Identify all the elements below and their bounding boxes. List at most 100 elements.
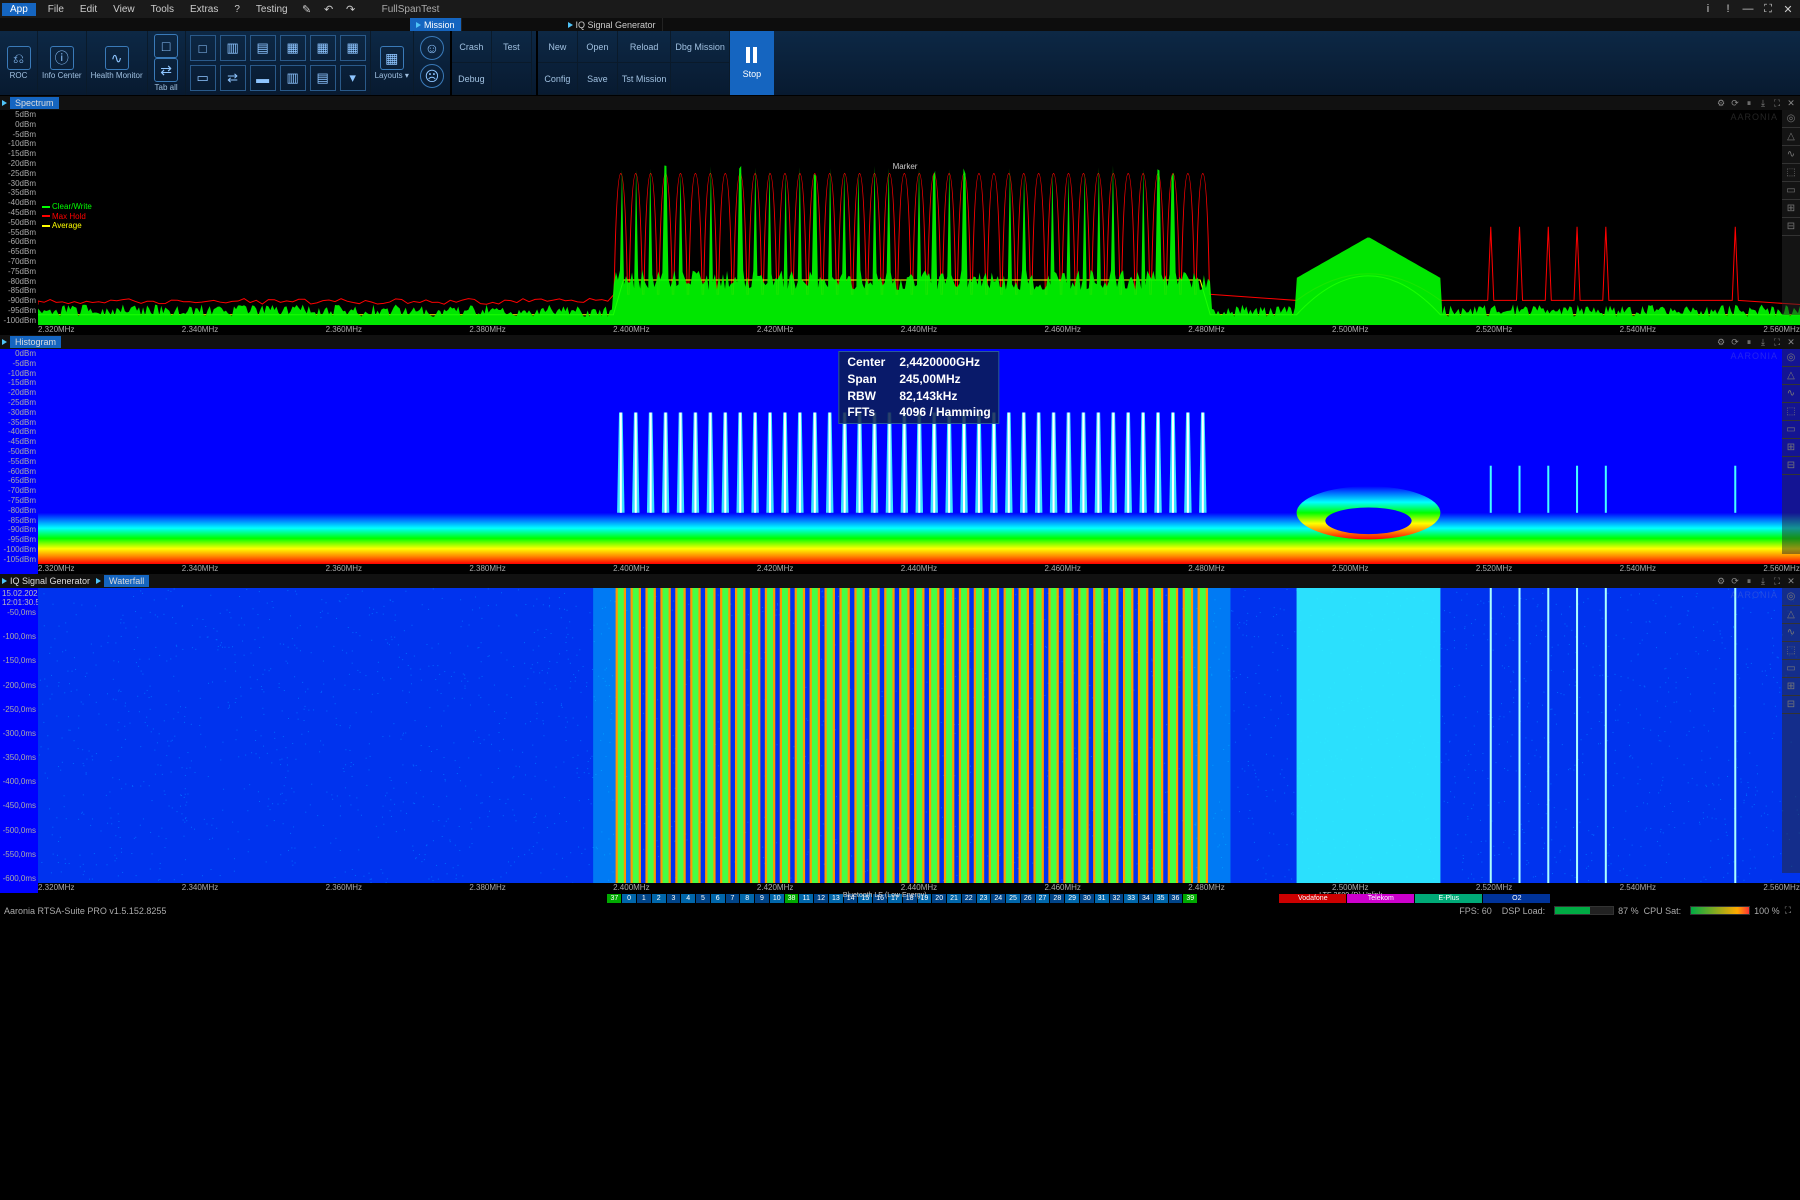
panel-ctrl-2[interactable]: ⏸	[1743, 336, 1755, 348]
panel-ctrl-5[interactable]: ✕	[1785, 97, 1797, 109]
panel-ctrl-4[interactable]: ⛶	[1771, 336, 1783, 348]
layout-btn[interactable]: ▦	[310, 35, 336, 61]
maximize-icon[interactable]: ⛶	[1760, 1, 1776, 17]
tab-waterfall[interactable]: Waterfall	[104, 575, 149, 587]
watermark: AARONIA	[1730, 351, 1778, 361]
btn-new[interactable]: New	[538, 31, 578, 63]
layout-btn[interactable]: ▥	[220, 35, 246, 61]
network-icon: ⎌	[7, 46, 31, 70]
layout-btn[interactable]: ⇄	[220, 65, 246, 91]
panel-ctrl-5[interactable]: ✕	[1785, 336, 1797, 348]
btn-config[interactable]: Config	[538, 63, 578, 95]
info-icon[interactable]: i	[1700, 1, 1716, 17]
waterfall-plot[interactable]: AARONIA ◎△∿⬚▭⊞⊟	[38, 588, 1800, 883]
tab-iq-gen[interactable]: IQ Signal Generator	[10, 576, 90, 586]
btn-save[interactable]: Save	[578, 63, 618, 95]
pause-icon	[744, 47, 760, 63]
statusbar: Aaronia RTSA-Suite PRO v1.5.152.8255 FPS…	[0, 903, 1800, 918]
panel-ctrl-0[interactable]: ⚙	[1715, 97, 1727, 109]
arrows-icon: ⇄	[154, 58, 178, 82]
band-allocation-bar: 3701234567891038111213141516171819202122…	[0, 893, 1800, 903]
spectrum-yaxis: 5dBm0dBm-5dBm-10dBm-15dBm-20dBm-25dBm-30…	[0, 110, 38, 325]
spectrum-plot[interactable]: Marker AARONIA ◎△∿⬚▭⊞⊟	[38, 110, 1800, 325]
layout-btn[interactable]: ▥	[280, 65, 306, 91]
tb-health-monitor[interactable]: ∿Health Monitor	[87, 31, 148, 95]
project-name: FullSpanTest	[382, 4, 440, 15]
panel-ctrl-1[interactable]: ⟳	[1729, 575, 1741, 587]
menu-help[interactable]: ?	[226, 3, 248, 16]
close-icon[interactable]: ✕	[1780, 1, 1796, 17]
btn-tst-mission[interactable]: Tst Mission	[618, 63, 672, 95]
panel-ctrl-1[interactable]: ⟳	[1729, 336, 1741, 348]
btn-debug[interactable]: Debug	[452, 63, 492, 95]
spectrum-side-tools: ◎△∿⬚▭⊞⊟	[1782, 110, 1800, 315]
histogram-side-tools: ◎△∿⬚▭⊞⊟	[1782, 349, 1800, 554]
app-menu-button[interactable]: App	[2, 3, 36, 16]
btn-test[interactable]: Test	[492, 31, 532, 63]
tb-info-center[interactable]: ⓘInfo Center	[38, 31, 87, 95]
menu-view[interactable]: View	[105, 3, 143, 16]
menu-file[interactable]: File	[40, 3, 72, 16]
tb-col-crash: CrashDebug	[452, 31, 492, 95]
undo-icon[interactable]: ↶	[321, 1, 337, 17]
btn-dbg-mission[interactable]: Dbg Mission	[671, 31, 730, 63]
panel-ctrl-2[interactable]: ⏸	[1743, 97, 1755, 109]
histogram-header: Histogram ⚙⟳⏸⤓⛶✕	[0, 335, 1800, 349]
tb-col-new: NewConfig	[538, 31, 578, 95]
layout-btn[interactable]: ▬	[250, 65, 276, 91]
layout-btn[interactable]: ▤	[250, 35, 276, 61]
histogram-title[interactable]: Histogram	[10, 336, 61, 348]
spectrum-panel[interactable]: 5dBm0dBm-5dBm-10dBm-15dBm-20dBm-25dBm-30…	[0, 110, 1800, 335]
histogram-panel[interactable]: 0dBm-5dBm-10dBm-15dBm-20dBm-25dBm-30dBm-…	[0, 349, 1800, 574]
redo-icon[interactable]: ↷	[343, 1, 359, 17]
tab-mission[interactable]: Mission	[410, 18, 462, 31]
btn-open[interactable]: Open	[578, 31, 618, 63]
btn-crash[interactable]: Crash	[452, 31, 492, 63]
menu-testing[interactable]: Testing	[248, 3, 296, 16]
dsp-meter	[1554, 906, 1614, 915]
tb-roc[interactable]: ⎌ROC	[0, 31, 38, 95]
panel-ctrl-0[interactable]: ⚙	[1715, 575, 1727, 587]
menu-tools[interactable]: Tools	[143, 3, 182, 16]
panel-ctrl-3[interactable]: ⤓	[1757, 575, 1769, 587]
waterfall-panel[interactable]: 15.02.202112:01:30.578 -50,0ms-100,0ms-1…	[0, 588, 1800, 893]
tb-layouts[interactable]: ▦ Layouts ▾	[371, 31, 414, 95]
spectrum-title[interactable]: Spectrum	[10, 97, 59, 109]
expand-icon[interactable]: ⛶	[1781, 905, 1795, 916]
btn-reload[interactable]: Reload	[618, 31, 672, 63]
minimize-icon[interactable]: —	[1740, 1, 1756, 17]
panel-ctrl-1[interactable]: ⟳	[1729, 97, 1741, 109]
layout-btn[interactable]: ▭	[190, 65, 216, 91]
layout-btn[interactable]: □	[190, 35, 216, 61]
btn-stop[interactable]: Stop	[730, 31, 774, 95]
histogram-yaxis: 0dBm-5dBm-10dBm-15dBm-20dBm-25dBm-30dBm-…	[0, 349, 38, 564]
histogram-plot[interactable]: Center2,4420000GHz Span245,00MHz RBW82,1…	[38, 349, 1800, 564]
tb-col-reload: ReloadTst Mission	[618, 31, 672, 95]
fps-label: FPS: 60	[1455, 906, 1496, 916]
pulse-icon: ∿	[105, 46, 129, 70]
layout-btn[interactable]: ▦	[280, 35, 306, 61]
panel-ctrl-2[interactable]: ⏸	[1743, 575, 1755, 587]
panel-ctrl-4[interactable]: ⛶	[1771, 575, 1783, 587]
trace-legend: Clear/WriteMax HoldAverage	[42, 202, 92, 231]
layout-btn[interactable]: ▦	[340, 35, 366, 61]
tb-layout-grid: □▥▤▦▦▦ ▭⇄▬▥▤▾	[186, 31, 371, 95]
edit-icon[interactable]: ✎	[299, 1, 315, 17]
frown-icon[interactable]: ☹	[420, 64, 444, 88]
waterfall-side-tools: ◎△∿⬚▭⊞⊟	[1782, 588, 1800, 873]
panel-ctrl-0[interactable]: ⚙	[1715, 336, 1727, 348]
smile-icon[interactable]: ☺	[420, 36, 444, 60]
version-label: Aaronia RTSA-Suite PRO v1.5.152.8255	[4, 906, 166, 916]
layout-btn[interactable]: ▤	[310, 65, 336, 91]
alert-icon[interactable]: !	[1720, 1, 1736, 17]
panel-ctrl-3[interactable]: ⤓	[1757, 336, 1769, 348]
menu-edit[interactable]: Edit	[72, 3, 105, 16]
workspace-tabstrip: Mission IQ Signal Generator	[0, 18, 1800, 31]
panel-ctrl-4[interactable]: ⛶	[1771, 97, 1783, 109]
layout-btn[interactable]: ▾	[340, 65, 366, 91]
panel-ctrl-3[interactable]: ⤓	[1757, 97, 1769, 109]
tab-iq-signal-generator[interactable]: IQ Signal Generator	[562, 18, 663, 31]
panel-ctrl-5[interactable]: ✕	[1785, 575, 1797, 587]
tb-tab-all[interactable]: □ ⇄ Tab all	[148, 31, 186, 95]
menu-extras[interactable]: Extras	[182, 3, 226, 16]
